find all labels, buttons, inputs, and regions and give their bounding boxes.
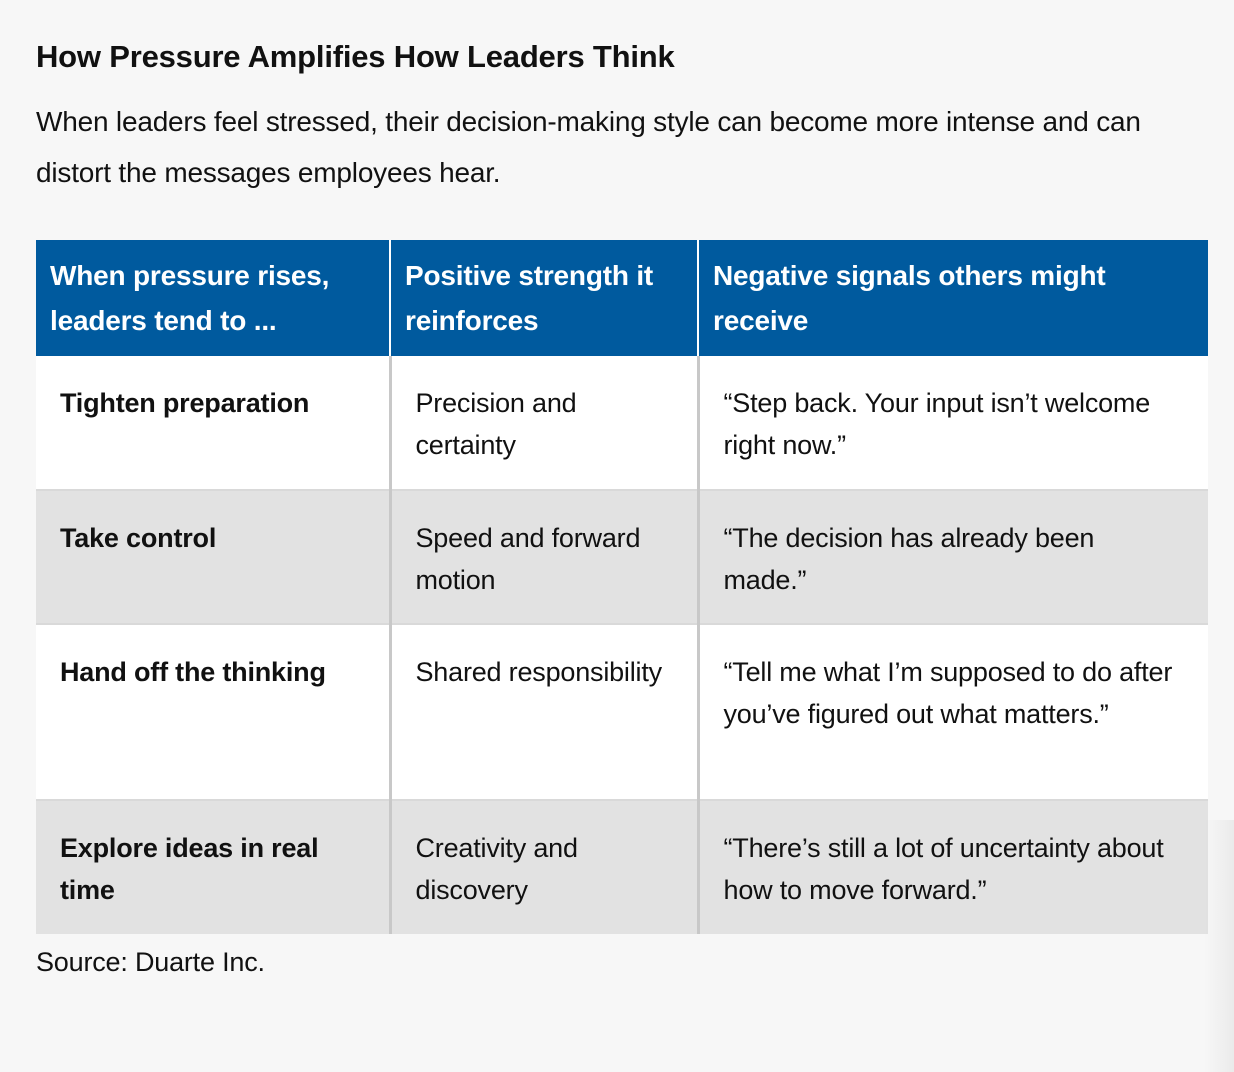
signal-cell: “The decision has already been made.” [698,490,1208,625]
behavior-cell: Explore ideas in real time [36,800,392,934]
table-row: Tighten preparation Precision and certai… [36,356,1208,491]
table-row: Explore ideas in real time Creativity an… [36,800,1208,934]
figure-subtitle: When leaders feel stressed, their decisi… [36,106,1141,188]
behavior-cell: Hand off the thinking [36,624,392,801]
article-figure: How Pressure Amplifies How Leaders Think… [36,36,1208,979]
column-header-signal: Negative signals others might receive [698,240,1208,356]
signal-cell: “Tell me what I’m supposed to do after y… [698,624,1208,801]
strength-cell: Speed and forward motion [390,490,700,625]
figure-title: How Pressure Amplifies How Leaders Think [36,39,675,74]
column-header-behavior: When pressure rises, leaders tend to ... [36,240,391,356]
table-header-row: When pressure rises, leaders tend to ...… [36,240,1208,356]
behavior-cell: Take control [36,490,392,625]
pressure-table: When pressure rises, leaders tend to ...… [36,240,1208,934]
strength-cell: Creativity and discovery [390,800,700,934]
strength-cell: Precision and certainty [390,356,700,491]
table-row: Hand off the thinking Shared responsibil… [36,624,1208,801]
behavior-cell: Tighten preparation [36,356,392,491]
strength-cell: Shared responsibility [390,624,700,801]
source-credit: Source: Duarte Inc. [36,947,265,977]
signal-cell: “Step back. Your input isn’t welcome rig… [698,356,1208,491]
edge-shadow [1204,820,1234,1072]
column-header-strength: Positive strength it reinforces [390,240,699,356]
signal-cell: “There’s still a lot of uncertainty abou… [698,800,1208,934]
table-row: Take control Speed and forward motion “T… [36,490,1208,625]
